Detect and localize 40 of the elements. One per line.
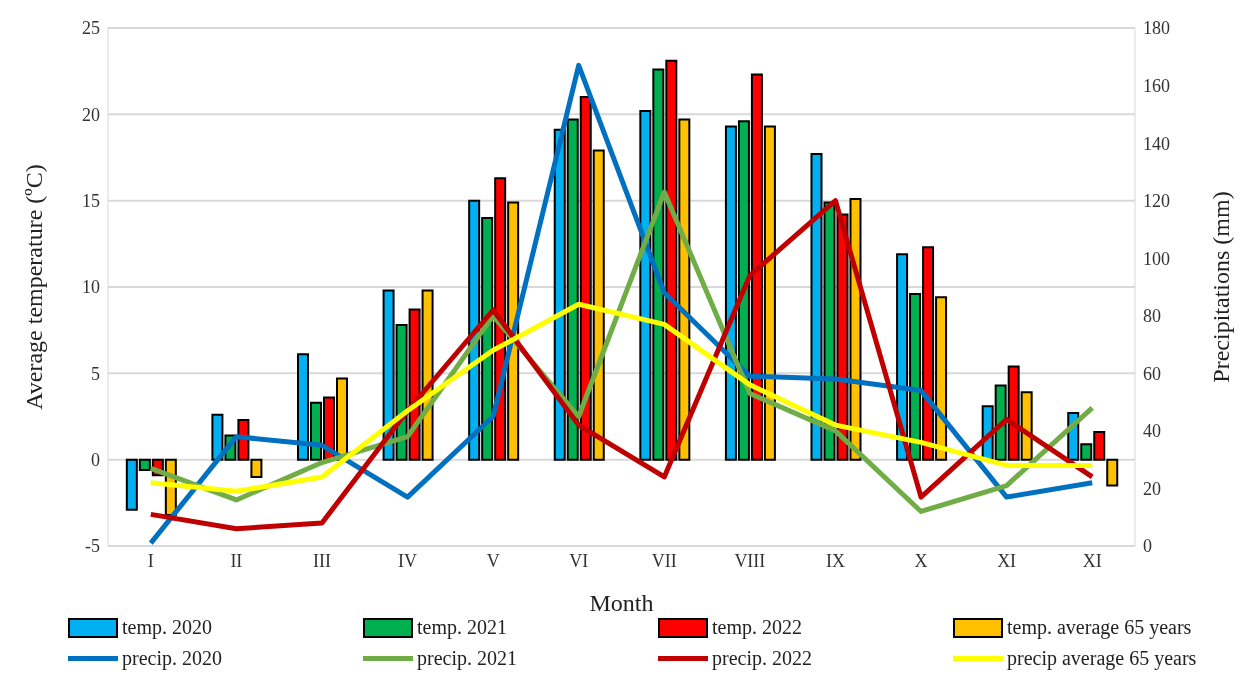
x-axis-title: Month (589, 590, 654, 616)
x-tick-label: II (230, 550, 243, 571)
x-tick-label: IV (398, 550, 418, 571)
y-tick-label: -5 (85, 536, 100, 557)
y2-tick-label: 120 (1143, 191, 1170, 212)
legend-label: precip. 2021 (417, 647, 517, 670)
legend-label: precip average 65 years (1007, 647, 1197, 670)
legend-label: temp. 2021 (417, 616, 507, 639)
y-tick-label: 20 (82, 104, 100, 125)
y-tick-label: 10 (82, 277, 100, 298)
y2-tick-label: 140 (1143, 133, 1170, 154)
x-tick-label: IX (825, 550, 845, 571)
x-tick-label: X (914, 550, 928, 571)
legend-label: temp. 2020 (122, 616, 212, 639)
x-tick-label: I (147, 550, 154, 571)
legend-label: temp. 2022 (712, 616, 802, 639)
y-tick-label: 25 (82, 18, 100, 39)
legend-label: precip. 2020 (122, 647, 222, 670)
y2-tick-label: 100 (1143, 248, 1170, 269)
y2-tick-label: 40 (1143, 421, 1161, 442)
legend-label: temp. average 65 years (1007, 616, 1192, 639)
y-tick-label: 5 (91, 363, 100, 384)
x-tick-label: III (312, 550, 331, 571)
y2-tick-label: 0 (1143, 536, 1152, 557)
x-tick-label: VI (569, 550, 589, 571)
y2-tick-label: 20 (1143, 478, 1161, 499)
legend-label: precip. 2022 (712, 647, 812, 670)
x-tick-label: VII (651, 550, 677, 571)
y-axis-title: Average temperature (ºC) (20, 164, 47, 410)
y2-axis-title: Precipitations (mm) (1207, 191, 1234, 383)
y2-tick-label: 180 (1143, 18, 1170, 39)
y-tick-label: 15 (82, 191, 100, 212)
y2-tick-label: 80 (1143, 306, 1161, 327)
x-tick-label: VIII (734, 550, 766, 571)
x-tick-label: V (486, 550, 500, 571)
x-tick-label: XI (1082, 550, 1102, 571)
y-tick-label: 0 (91, 450, 100, 471)
x-tick-label: XI (997, 550, 1017, 571)
y2-tick-label: 60 (1143, 363, 1161, 384)
y2-tick-label: 160 (1143, 75, 1170, 96)
